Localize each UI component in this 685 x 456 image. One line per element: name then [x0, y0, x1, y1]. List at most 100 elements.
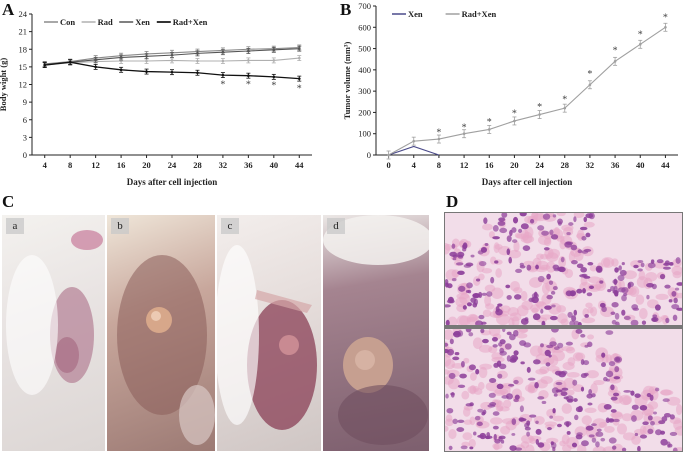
cell-nucleus [511, 432, 516, 436]
cytoplasm [574, 250, 584, 262]
cytoplasm [445, 355, 452, 367]
cytoplasm [470, 372, 477, 381]
cell-nucleus [515, 268, 523, 273]
cytoplasm [598, 421, 608, 428]
cytoplasm [585, 302, 593, 309]
cytoplasm [561, 403, 572, 414]
cell-nucleus [552, 264, 560, 270]
cell-nucleus [621, 447, 627, 451]
cell-nucleus [486, 291, 493, 297]
legend-label: Xen [135, 17, 150, 27]
cell-nucleus [465, 329, 472, 333]
cell-nucleus [603, 376, 608, 382]
data-point [196, 71, 199, 75]
cell-nucleus [601, 352, 606, 358]
cytoplasm [638, 270, 646, 281]
cell-nucleus [633, 264, 639, 269]
cell-nucleus [549, 341, 557, 347]
cell-nucleus [553, 393, 558, 397]
legend-label: Rad [98, 17, 113, 27]
y-tick-label: 700 [358, 1, 371, 11]
cytoplasm [523, 260, 535, 267]
cell-nucleus [659, 273, 666, 280]
y-tick-label: 3 [23, 132, 27, 142]
cell-nucleus [549, 315, 558, 321]
cell-nucleus [611, 319, 617, 325]
cell-nucleus [446, 407, 454, 414]
cytoplasm [556, 313, 568, 324]
x-tick-label: 40 [636, 160, 645, 170]
cell-nucleus [478, 314, 485, 320]
cell-nucleus [654, 304, 661, 311]
cell-nucleus [451, 243, 456, 249]
significance-marker: * [537, 102, 542, 113]
cell-nucleus [445, 393, 449, 399]
cell-nucleus [481, 321, 487, 325]
cell-nucleus [676, 307, 682, 311]
x-tick-label: 8 [437, 160, 441, 170]
cell-nucleus [460, 445, 468, 450]
cell-nucleus [631, 415, 637, 422]
cell-nucleus [519, 340, 527, 346]
cell-nucleus [647, 262, 656, 269]
cytoplasm [556, 213, 566, 217]
data-point [145, 59, 148, 63]
cell-nucleus [466, 282, 473, 289]
cytoplasm [509, 281, 521, 292]
cell-nucleus [631, 404, 639, 410]
cell-nucleus [545, 362, 551, 367]
cell-nucleus [583, 248, 592, 252]
cell-nucleus [639, 434, 648, 439]
cell-nucleus [551, 387, 559, 394]
data-point [94, 65, 97, 69]
y-tick-label: 500 [358, 44, 371, 54]
cytoplasm [456, 315, 469, 325]
cell-nucleus [506, 355, 511, 362]
cell-nucleus [474, 415, 481, 421]
cell-nucleus [661, 416, 668, 422]
cytoplasm [477, 381, 485, 390]
cytoplasm [448, 429, 457, 440]
cell-nucleus [479, 432, 487, 440]
cell-nucleus [582, 288, 586, 294]
cell-nucleus [468, 332, 474, 337]
cell-nucleus [672, 447, 678, 451]
x-tick-label: 36 [611, 160, 620, 170]
cell-nucleus [526, 366, 531, 373]
y-tick-label: 600 [358, 22, 371, 32]
cell-nucleus [662, 266, 671, 270]
legend-label: Con [60, 17, 75, 27]
cytoplasm [468, 438, 476, 448]
cytoplasm [561, 434, 570, 445]
cell-nucleus [508, 256, 512, 264]
data-point [297, 47, 301, 50]
cell-nucleus [535, 428, 542, 435]
cell-nucleus [634, 432, 639, 437]
x-axis-label: Days after cell injection [127, 177, 218, 187]
data-point [94, 58, 97, 62]
cell-nucleus [533, 291, 538, 298]
cell-nucleus [513, 329, 519, 337]
cell-nucleus [550, 290, 556, 295]
cell-nucleus [642, 421, 649, 426]
significance-marker: * [220, 79, 225, 90]
cell-nucleus [506, 331, 512, 336]
cell-nucleus [476, 421, 483, 427]
cell-nucleus [509, 358, 517, 363]
cytoplasm [535, 368, 548, 375]
cytoplasm [462, 407, 471, 417]
cell-nucleus [655, 429, 662, 436]
cell-nucleus [551, 442, 557, 449]
cell-nucleus [541, 400, 547, 404]
cell-nucleus [564, 241, 572, 248]
cytoplasm [516, 233, 527, 239]
cell-nucleus [513, 350, 519, 356]
cytoplasm [547, 365, 560, 372]
cell-nucleus [459, 373, 467, 379]
data-point [145, 55, 148, 58]
cell-nucleus [491, 336, 498, 342]
cell-nucleus [623, 315, 631, 320]
cytoplasm [445, 329, 454, 341]
cell-nucleus [446, 348, 455, 356]
cell-nucleus [456, 427, 465, 432]
